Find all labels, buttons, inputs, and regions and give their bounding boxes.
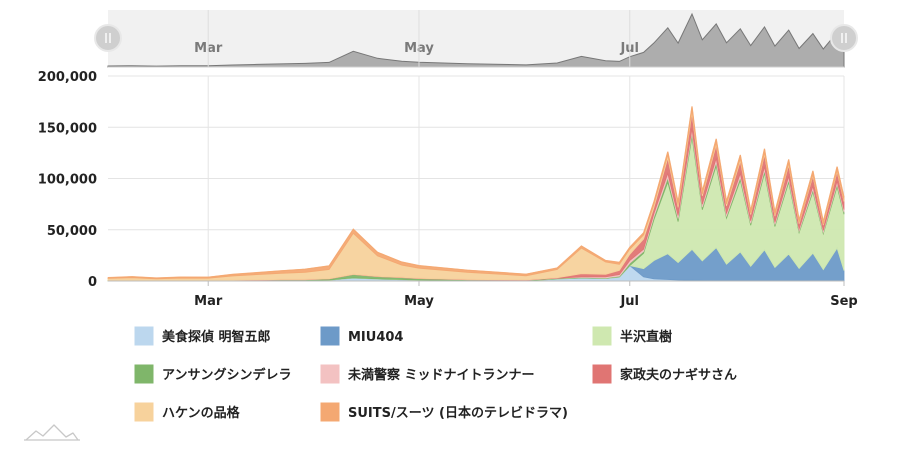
- y-tick-label: 150,000: [38, 121, 97, 136]
- y-tick-label: 50,000: [47, 224, 97, 239]
- navigator-areas: [107, 12, 845, 68]
- x-tick-label: Sep: [830, 294, 858, 309]
- x-tick-label: May: [404, 294, 434, 309]
- legend-swatch: [319, 363, 341, 385]
- grip-lines-icon: [841, 33, 847, 43]
- legend-label: 家政夫のナギサさん: [620, 367, 737, 383]
- y-axis-ticks: 0 50,000 100,000 150,000 200,000: [38, 70, 97, 290]
- legend-swatch: [591, 363, 613, 385]
- legend-item[interactable]: アンサングシンデレラ: [133, 363, 291, 385]
- legend-swatch: [591, 325, 613, 347]
- legend-label: MIU404: [348, 330, 403, 345]
- legend-swatch: [133, 363, 155, 385]
- legend-swatch: [319, 401, 341, 423]
- navigator-area: [107, 12, 845, 68]
- legend-swatch: [133, 401, 155, 423]
- x-tick-label: Mar: [194, 294, 223, 309]
- legend-item[interactable]: SUITS/スーツ (日本のテレビドラマ): [319, 401, 568, 423]
- x-tick-label: Jul: [619, 294, 639, 309]
- y-tick-label: 0: [88, 275, 97, 290]
- navigator-labels: Mar May Jul: [194, 10, 639, 67]
- legend-item[interactable]: 未満警察 ミッドナイトランナー: [319, 363, 535, 385]
- legend-label: ハケンの品格: [162, 405, 241, 421]
- legend-swatch: [319, 325, 341, 347]
- stacked-areas[interactable]: [107, 106, 845, 282]
- y-tick-label: 200,000: [38, 70, 97, 85]
- navigator-right-handle[interactable]: [830, 24, 858, 52]
- legend-item[interactable]: 美食探偵 明智五郎: [133, 325, 271, 347]
- mountain-logo-icon: [24, 424, 80, 441]
- legend-item[interactable]: MIU404: [319, 325, 403, 347]
- legend-label: 半沢直樹: [620, 329, 672, 345]
- legend-label: SUITS/スーツ (日本のテレビドラマ): [348, 405, 568, 421]
- legend-label: アンサングシンデレラ: [162, 367, 291, 383]
- area-series-line-7: [107, 106, 845, 279]
- navigator-left-handle[interactable]: [94, 24, 122, 52]
- legend-item[interactable]: ハケンの品格: [133, 401, 241, 423]
- legend-label: 美食探偵 明智五郎: [162, 329, 271, 345]
- legend-label: 未満警察 ミッドナイトランナー: [347, 367, 535, 383]
- y-tick-label: 100,000: [38, 173, 97, 188]
- grip-lines-icon: [105, 33, 111, 43]
- range-navigator[interactable]: Mar May Jul: [94, 10, 858, 68]
- legend-item[interactable]: 家政夫のナギサさん: [591, 363, 737, 385]
- legend-item[interactable]: 半沢直樹: [591, 325, 672, 347]
- x-axis-ticks: Mar May Jul Sep: [194, 281, 858, 309]
- legend-swatch: [133, 325, 155, 347]
